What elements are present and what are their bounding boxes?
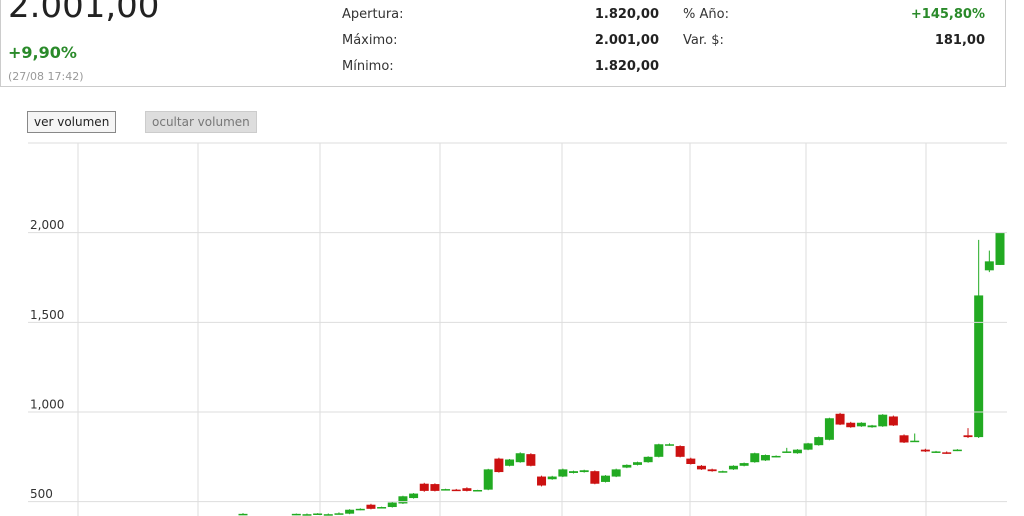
candle-body (675, 446, 685, 457)
candle-body (526, 454, 536, 466)
candle-body (579, 470, 589, 473)
hide-volume-button[interactable]: ocultar volumen (145, 111, 257, 133)
candle-body (664, 444, 674, 446)
candle-body (760, 455, 770, 461)
candle-body (569, 471, 579, 473)
candle-body (846, 422, 856, 428)
candle-body (302, 514, 312, 516)
candle-body (856, 422, 866, 427)
candle-body (835, 413, 845, 425)
candle-body (419, 483, 429, 491)
candle-body (814, 437, 824, 446)
price: 2.001,00 (8, 0, 160, 26)
y-tick-label: 2,000 (30, 218, 64, 232)
stat-value: 1.820,00 (594, 7, 659, 22)
candle-body (942, 452, 952, 454)
stat-value: +145,80% (910, 7, 985, 22)
candle-body (547, 476, 557, 480)
candle-body (430, 484, 440, 491)
plot (238, 232, 1005, 516)
candle-body (899, 435, 909, 443)
candle-body (377, 507, 387, 509)
candle-body (355, 508, 365, 511)
candle-body (494, 458, 504, 473)
candle-body (696, 465, 706, 470)
candle-body (867, 425, 877, 428)
candle-body (515, 453, 525, 463)
candle-body (782, 451, 792, 453)
candle-body (824, 418, 834, 440)
candle-body (963, 435, 973, 438)
candle-body (505, 459, 515, 466)
candle-body (483, 469, 493, 490)
candle-body (462, 488, 472, 491)
candle-body (632, 462, 642, 465)
stat-label: % Año: (683, 7, 729, 22)
candle-body (878, 414, 888, 427)
y-tick-label: 500 (30, 487, 53, 501)
candle-body (686, 458, 696, 464)
stat-label: Mínimo: (342, 59, 394, 74)
y-tick-label: 1,500 (30, 308, 64, 322)
candle-body (590, 471, 600, 484)
candle-body (718, 471, 728, 473)
candle-body (888, 416, 898, 426)
candle-body (654, 444, 664, 457)
candle-body (952, 449, 962, 452)
change: +9,90% (8, 43, 77, 62)
candle-body (558, 469, 568, 477)
candle-body (984, 261, 994, 271)
candle-body (643, 456, 653, 463)
candle-body (451, 489, 461, 492)
candle-body (920, 449, 930, 452)
stat-label: Var. $: (683, 33, 724, 48)
stat-value: 1.820,00 (594, 59, 659, 74)
quote-panel (0, 0, 1006, 87)
candle-body (537, 476, 547, 486)
candle-body (473, 489, 483, 492)
candle-body (771, 455, 781, 458)
candle-body (441, 489, 451, 491)
y-tick-label: 1,000 (30, 397, 64, 411)
stat-label: Apertura: (342, 7, 404, 22)
candle-body (707, 469, 717, 472)
x-grid (77, 143, 927, 516)
candle-body (398, 496, 408, 504)
stat-label: Máximo: (342, 33, 398, 48)
candle-body (238, 513, 248, 516)
candle-body (750, 453, 760, 463)
candle-body (387, 502, 397, 508)
candle-body (622, 464, 632, 468)
stat-value: 181,00 (934, 33, 985, 48)
candle-body (409, 493, 419, 499)
candle-body (323, 514, 333, 516)
candle-body (739, 463, 749, 466)
candle-body (334, 513, 344, 515)
candle-body (974, 295, 984, 438)
candle-body (345, 509, 355, 514)
show-volume-button[interactable]: ver volumen (27, 111, 117, 133)
candle-body (910, 440, 920, 443)
stat-value: 2.001,00 (594, 33, 659, 48)
candle-body (611, 469, 621, 477)
candle-body (792, 449, 802, 454)
candle-body (601, 475, 611, 482)
candle-body (291, 513, 301, 516)
candle-body (931, 451, 941, 453)
candle-body (366, 504, 376, 509)
candle-body (803, 443, 813, 450)
candle-body (313, 513, 323, 515)
candle-body (995, 232, 1005, 265)
timestamp: (27/08 17:42) (8, 70, 84, 83)
candle-body (728, 465, 738, 470)
